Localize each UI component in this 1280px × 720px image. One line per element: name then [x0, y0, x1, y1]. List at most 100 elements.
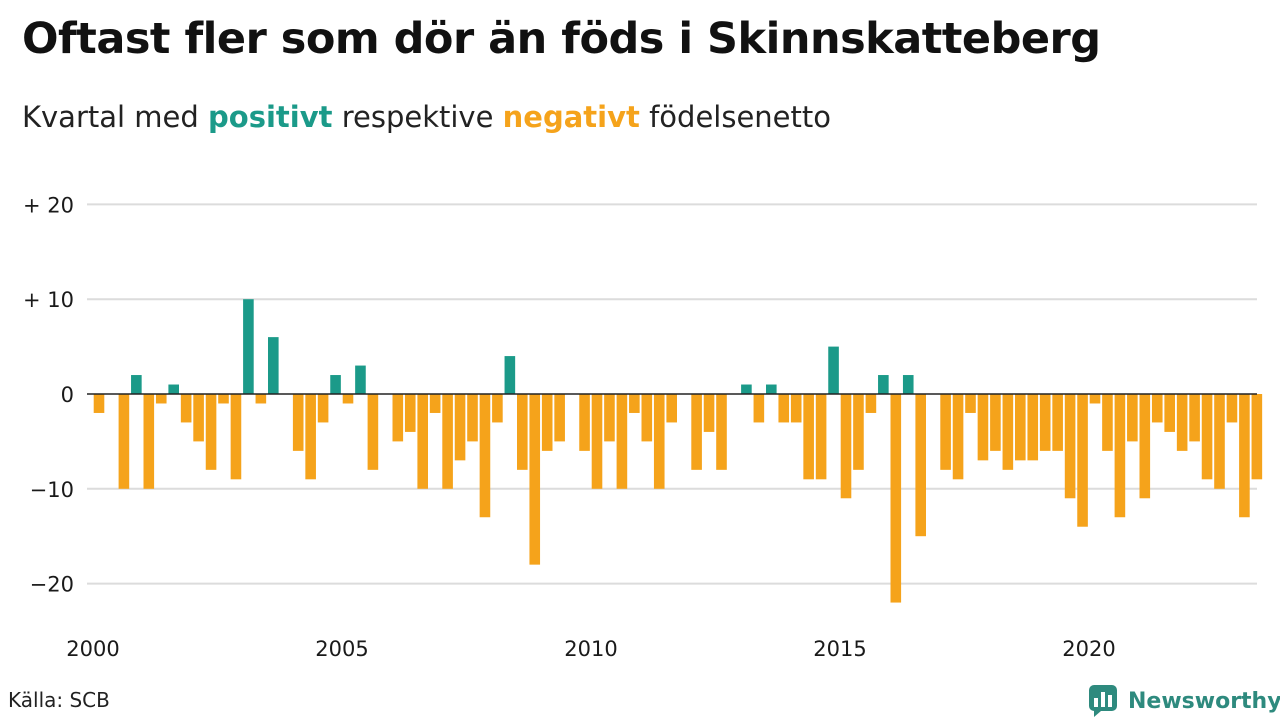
data-bar	[230, 394, 242, 480]
data-bar	[604, 394, 615, 442]
data-bar	[965, 394, 976, 413]
data-bar	[666, 394, 677, 423]
data-bar	[977, 394, 989, 461]
data-bar	[417, 394, 428, 489]
x-axis-labels: 2000 2005 2010 2015 2020	[66, 637, 1115, 661]
data-bar	[1039, 394, 1051, 451]
data-bar	[579, 394, 590, 451]
subtitle-middle: respektive	[332, 100, 503, 134]
subtitle-suffix: födelsenetto	[639, 100, 831, 134]
data-bar	[716, 394, 727, 470]
data-bar	[1027, 394, 1039, 461]
brand-logo-link[interactable]: Newsworthy	[1088, 683, 1280, 719]
data-bar	[218, 394, 229, 404]
data-bar	[1201, 394, 1213, 480]
x-tick-label: 2020	[1062, 637, 1115, 661]
data-bar	[853, 394, 864, 470]
y-tick-label: 0	[61, 383, 74, 407]
data-bar	[1239, 394, 1250, 518]
data-bar	[467, 394, 478, 442]
data-bar	[940, 394, 951, 470]
bar-series	[93, 299, 1263, 603]
source-note: Källa: SCB	[8, 688, 110, 712]
data-bar	[990, 394, 1001, 451]
data-bar	[815, 394, 827, 480]
data-bar	[93, 394, 105, 413]
grid-lines	[87, 203, 1257, 585]
data-bar	[1214, 394, 1225, 489]
data-bar	[591, 394, 603, 489]
data-bar	[205, 394, 217, 470]
bar-chart: + 20 + 10 0 −10 −20 2000 2005 2010 2015 2020	[23, 193, 1263, 661]
data-bar	[1251, 394, 1263, 480]
data-bar	[442, 394, 453, 489]
data-bar	[1151, 394, 1163, 423]
data-bar	[703, 394, 715, 432]
data-bar	[517, 394, 528, 470]
y-tick-label: −10	[30, 478, 74, 502]
data-bar	[268, 337, 279, 394]
data-bar	[790, 394, 802, 423]
data-bar	[952, 394, 964, 480]
data-bar	[878, 375, 889, 394]
y-tick-label: −20	[30, 573, 74, 597]
data-bar	[1089, 394, 1101, 404]
data-bar	[355, 365, 366, 394]
data-bar	[180, 394, 192, 423]
brand-name: Newsworthy	[1128, 688, 1280, 714]
data-bar	[317, 394, 329, 423]
data-bar	[330, 375, 341, 394]
data-bar	[753, 394, 765, 423]
data-bar	[828, 346, 839, 394]
data-bar	[243, 299, 254, 394]
data-bar	[454, 394, 466, 461]
data-bar	[492, 394, 503, 423]
data-bar	[404, 394, 416, 432]
data-bar	[902, 375, 914, 394]
data-bar	[529, 394, 541, 565]
data-bar	[1064, 394, 1076, 499]
data-bar	[541, 394, 553, 451]
data-bar	[616, 394, 628, 489]
data-bar	[629, 394, 640, 413]
data-bar	[641, 394, 653, 442]
data-bar	[653, 394, 665, 489]
x-tick-label: 2005	[315, 637, 368, 661]
data-bar	[1127, 394, 1138, 442]
data-bar	[131, 375, 142, 394]
chart-subtitle: Kvartal med positivt respektive negativt…	[22, 100, 831, 134]
data-bar	[305, 394, 316, 480]
data-bar	[143, 394, 155, 489]
x-tick-label: 2010	[564, 637, 617, 661]
data-bar	[1164, 394, 1175, 432]
data-bar	[193, 394, 204, 442]
data-bar	[766, 384, 777, 394]
data-bar	[691, 394, 702, 470]
data-bar	[865, 394, 877, 413]
data-bar	[1052, 394, 1063, 451]
data-bar	[915, 394, 926, 537]
data-bar	[840, 394, 852, 499]
data-bar	[778, 394, 790, 423]
data-bar	[292, 394, 304, 451]
data-bar	[155, 394, 167, 404]
data-bar	[1002, 394, 1014, 470]
data-bar	[168, 384, 179, 394]
data-bar	[1176, 394, 1188, 451]
data-bar	[1139, 394, 1151, 499]
data-bar	[429, 394, 441, 413]
y-axis-labels: + 20 + 10 0 −10 −20	[23, 193, 74, 596]
data-bar	[118, 394, 130, 489]
subtitle-negative: negativt	[502, 100, 640, 134]
data-bar	[1189, 394, 1200, 442]
data-bar	[1015, 394, 1026, 461]
data-bar	[255, 394, 267, 404]
data-bar	[342, 394, 354, 404]
subtitle-positive: positivt	[208, 100, 333, 134]
data-bar	[504, 356, 516, 394]
data-bar	[1114, 394, 1126, 518]
data-bar	[741, 384, 752, 394]
data-bar	[554, 394, 565, 442]
x-tick-label: 2000	[66, 637, 119, 661]
y-tick-label: + 10	[23, 288, 74, 312]
